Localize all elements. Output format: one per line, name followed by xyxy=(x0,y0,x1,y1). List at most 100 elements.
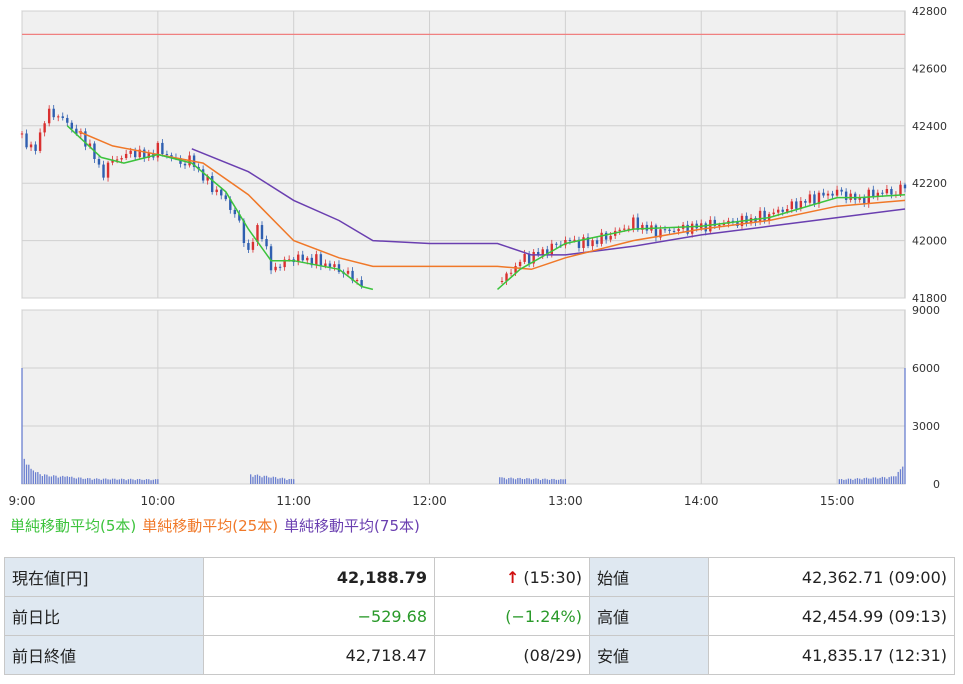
candle-body xyxy=(328,263,332,267)
low-value: 41,835.17 (12:31) xyxy=(708,635,955,675)
candle-body xyxy=(786,209,789,212)
candle-body xyxy=(899,184,902,195)
candle-body xyxy=(201,169,205,181)
candle-body xyxy=(346,270,350,274)
stock-chart: 41800 42000 42200 42400 42600 42800 0 3000 6000… xyxy=(9,5,947,508)
candle-body xyxy=(690,223,694,234)
open-value: 42,362.71 (09:00) xyxy=(708,557,955,597)
candle-body xyxy=(813,194,816,204)
candle-body xyxy=(663,229,667,231)
candle-body xyxy=(115,159,119,161)
candle-body xyxy=(795,201,798,209)
candle-body xyxy=(161,142,164,155)
candle-body xyxy=(586,237,590,247)
price-tick-label: 42400 xyxy=(912,120,947,133)
prev-close-date: (08/29) xyxy=(434,635,590,675)
ma25-line xyxy=(78,130,906,271)
quote-row-change: 前日比 −529.68 (−1.24%) 高値 42,454.99 (09:13… xyxy=(4,596,955,636)
candle-body xyxy=(677,228,680,232)
candle-body xyxy=(256,225,259,242)
candle-body xyxy=(224,195,227,200)
volume-tick-label: 9000 xyxy=(912,304,940,317)
candle-body xyxy=(618,229,621,231)
candle-body xyxy=(686,224,689,234)
price-tick-label: 42800 xyxy=(912,5,947,18)
candle-body xyxy=(351,270,354,281)
candle-body xyxy=(251,241,255,250)
candle-body xyxy=(659,229,662,238)
high-value: 42,454.99 (09:13) xyxy=(708,596,955,636)
candle-body xyxy=(763,210,766,221)
candle-body xyxy=(527,253,531,264)
legend-ma25: 単純移動平均(25本) xyxy=(142,517,279,535)
volume-panel: 0 3000 6000 9000 xyxy=(21,304,940,491)
candle-body xyxy=(672,230,676,232)
candle-body xyxy=(885,189,889,194)
candle-body xyxy=(555,243,558,245)
candle-body xyxy=(29,144,33,148)
candle-body xyxy=(34,144,37,151)
candle-body xyxy=(872,189,875,197)
volume-tick-label: 6000 xyxy=(912,362,940,375)
candle-body xyxy=(360,280,363,287)
candle-body xyxy=(627,228,630,230)
up-arrow-icon: ↑ xyxy=(506,567,520,587)
candle-body xyxy=(283,259,286,268)
volume-tick-label: 0 xyxy=(933,478,940,491)
candle-body xyxy=(799,200,803,209)
candle-body xyxy=(210,176,214,193)
candle-body xyxy=(88,143,92,147)
prev-close-value: 42,718.47 xyxy=(203,635,435,675)
candle-body xyxy=(790,201,793,210)
candle-body xyxy=(718,224,721,226)
candle-body xyxy=(591,240,594,247)
candle-body xyxy=(278,266,282,268)
price-tick-label: 42600 xyxy=(912,62,947,75)
candle-body xyxy=(537,251,540,256)
candle-body xyxy=(310,257,314,266)
candle-body xyxy=(632,217,635,229)
candle-body xyxy=(215,189,218,193)
candle-body xyxy=(668,229,671,231)
candle-body xyxy=(772,212,775,215)
moving-average-legend: 単純移動平均(5本) 単純移動平均(25本) 単純移動平均(75本) xyxy=(10,515,426,536)
current-price-time: (15:30) xyxy=(523,567,582,587)
candle-body xyxy=(134,150,137,158)
candle-body xyxy=(287,259,291,261)
candle-body xyxy=(604,232,608,240)
candle-body xyxy=(704,223,707,232)
candle-body xyxy=(577,239,581,248)
candle-body xyxy=(260,225,264,240)
candle-body xyxy=(523,253,526,262)
candle-body xyxy=(817,192,821,204)
time-axis: 9:00 10:00 11:00 12:00 13:00 14:00 15:00 xyxy=(9,494,855,508)
candle-body xyxy=(70,122,74,129)
candle-body xyxy=(623,228,626,230)
change-value: −529.68 xyxy=(203,596,435,636)
candle-body xyxy=(170,155,173,158)
candle-body xyxy=(903,184,907,189)
candle-body xyxy=(636,217,640,230)
x-tick-label: 12:00 xyxy=(412,494,447,508)
candle-body xyxy=(220,189,223,196)
prev-close-label: 前日終値 xyxy=(4,635,204,675)
candle-body xyxy=(269,246,273,271)
candle-body xyxy=(156,142,160,158)
candle-body xyxy=(306,257,309,261)
candle-body xyxy=(853,193,857,200)
candle-body xyxy=(609,235,612,240)
current-price-time-cell: ↑ (15:30) xyxy=(434,557,590,597)
candle-body xyxy=(849,193,852,200)
price-tick-label: 42200 xyxy=(912,177,947,190)
candle-body xyxy=(265,239,268,247)
candle-body xyxy=(84,131,87,147)
candle-body xyxy=(20,133,24,135)
x-tick-label: 13:00 xyxy=(548,494,583,508)
candle-body xyxy=(297,254,300,263)
candle-body xyxy=(102,164,105,178)
candle-body xyxy=(337,264,341,272)
volume-tick-label: 3000 xyxy=(912,420,940,433)
x-tick-label: 10:00 xyxy=(141,494,176,508)
candle-body xyxy=(57,116,60,118)
legend-ma5: 単純移動平均(5本) xyxy=(10,517,137,535)
